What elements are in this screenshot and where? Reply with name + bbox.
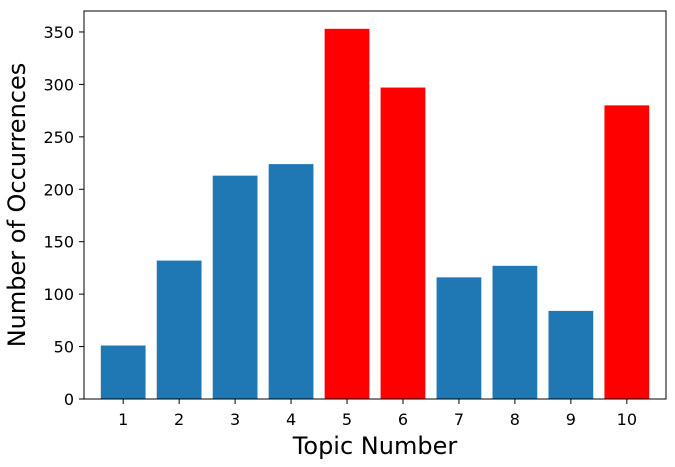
y-tick-label: 100 xyxy=(43,285,74,304)
y-tick-label: 0 xyxy=(64,390,74,409)
bar-topic-6 xyxy=(380,87,426,399)
bar-topic-3 xyxy=(212,175,258,399)
x-tick-label: 9 xyxy=(566,410,576,429)
x-axis-label: Topic Number xyxy=(292,432,458,460)
bar-topic-4 xyxy=(268,164,314,399)
bar-topic-10 xyxy=(604,105,650,399)
bar-topic-2 xyxy=(156,260,202,399)
bar-topic-8 xyxy=(492,265,538,399)
plot-frame xyxy=(83,10,667,400)
y-axis-ticks: 0 50 100 150 200 250 300 350 xyxy=(43,23,84,409)
y-tick-label: 150 xyxy=(43,233,74,252)
bar-topic-1 xyxy=(100,345,146,399)
x-tick-label: 6 xyxy=(398,410,408,429)
x-tick-label: 1 xyxy=(118,410,128,429)
bar-topic-5 xyxy=(324,28,370,399)
x-tick-label: 7 xyxy=(454,410,464,429)
y-tick-label: 250 xyxy=(43,128,74,147)
y-tick-label: 350 xyxy=(43,23,74,42)
x-tick-label: 8 xyxy=(510,410,520,429)
x-tick-label: 10 xyxy=(617,410,637,429)
y-tick-label: 50 xyxy=(54,338,74,357)
x-axis-ticks: 1 2 3 4 5 6 7 8 9 10 xyxy=(118,399,637,429)
bar-topic-9 xyxy=(548,310,594,399)
x-tick-label: 5 xyxy=(342,410,352,429)
bars-group xyxy=(100,28,650,399)
y-tick-label: 300 xyxy=(43,75,74,94)
bar-topic-7 xyxy=(436,277,482,399)
y-tick-label: 200 xyxy=(43,180,74,199)
x-tick-label: 4 xyxy=(286,410,296,429)
x-tick-label: 2 xyxy=(174,410,184,429)
y-axis-label: Number of Occurrences xyxy=(3,63,31,348)
x-tick-label: 3 xyxy=(230,410,240,429)
